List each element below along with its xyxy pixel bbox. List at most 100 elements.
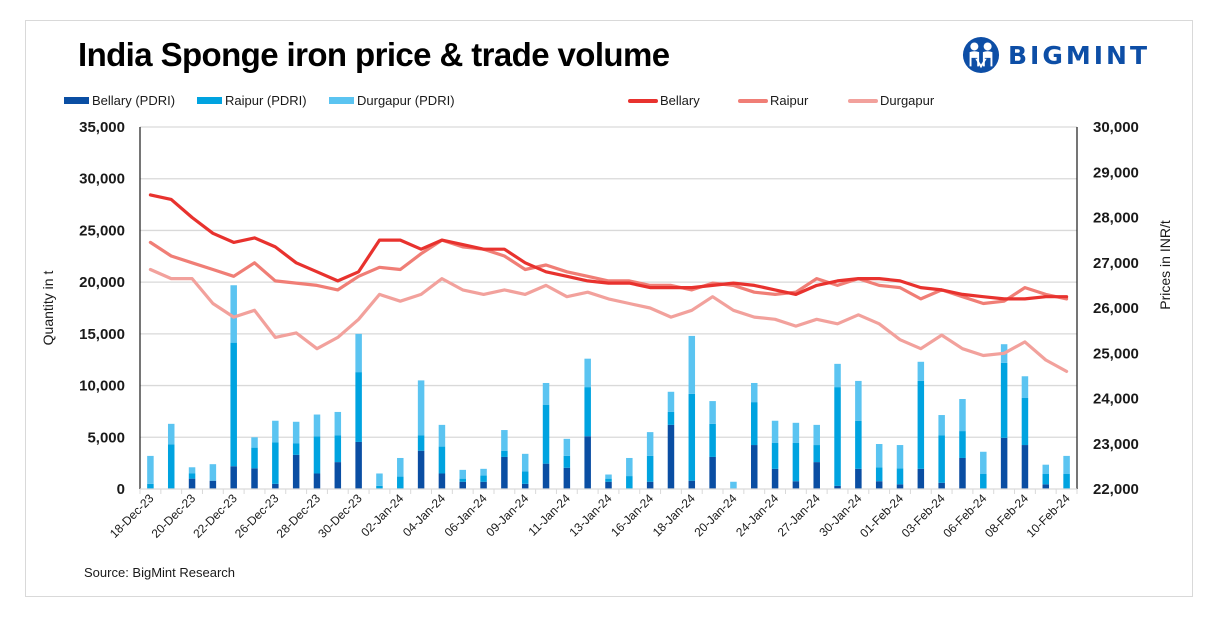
- y2-tick-label: 23,000: [1093, 436, 1139, 453]
- bar-raipur-pdri: [188, 473, 196, 479]
- y2-tick-label: 27,000: [1093, 255, 1139, 272]
- legend-item-raipur: Raipur: [738, 93, 808, 108]
- bar-durgapur-pdri: [688, 335, 696, 394]
- y-tick-label: 35,000: [79, 119, 125, 136]
- x-tick-label: 10-Feb-24: [1024, 491, 1073, 540]
- bar-bellary-pdri: [313, 473, 321, 489]
- right-axis-ticks: 22,000 23,000 24,000 25,000 26,000 27,000 28,0…: [1093, 119, 1139, 498]
- bar-series-group: [147, 285, 1070, 489]
- source-note: Source: BigMint Research: [84, 565, 236, 580]
- y-tick-label: 30,000: [79, 171, 125, 188]
- bar-durgapur-pdri: [334, 411, 342, 436]
- bar-bellary-pdri: [646, 481, 654, 489]
- bar-bellary-pdri: [688, 480, 696, 489]
- bar-raipur-pdri: [542, 404, 550, 464]
- x-tick-label: 04-Jan-24: [400, 491, 448, 539]
- brand-name: BIGMINT: [1008, 40, 1151, 70]
- bar-raipur-pdri: [1063, 474, 1070, 489]
- y-tick-label: 25,000: [79, 222, 125, 239]
- left-axis-ticks: 0 5,000 10,000 15,000 20,000 25,000 30,000 35,0…: [79, 119, 125, 498]
- bar-raipur-pdri: [417, 435, 425, 451]
- bar-bellary-pdri: [480, 481, 487, 489]
- y2-tick-label: 22,000: [1093, 481, 1139, 498]
- x-tick-label: 03-Feb-24: [899, 491, 948, 540]
- bar-bellary-pdri: [709, 456, 716, 489]
- bar-raipur-pdri: [376, 485, 383, 489]
- bar-bellary-pdri: [438, 473, 446, 489]
- bar-raipur-pdri: [688, 393, 696, 481]
- bar-durgapur-pdri: [209, 464, 217, 481]
- bar-bellary-pdri: [917, 468, 925, 489]
- bar-durgapur-pdri: [813, 424, 820, 446]
- bar-bellary-pdri: [771, 468, 779, 489]
- y2-tick-label: 28,000: [1093, 210, 1139, 227]
- bar-durgapur-pdri: [1042, 464, 1050, 475]
- x-tick-label: 11-Jan-24: [525, 491, 573, 539]
- bar-durgapur-pdri: [459, 469, 466, 479]
- bar-raipur-pdri: [584, 387, 591, 437]
- legend-label: Durgapur (PDRI): [357, 93, 455, 108]
- line-durgapur: [148, 267, 1069, 373]
- bar-bellary-pdri: [188, 478, 196, 489]
- bar-bellary-pdri: [1021, 445, 1029, 489]
- bar-durgapur-pdri: [667, 391, 675, 412]
- y2-axis-title: Prices in INR/t: [1157, 220, 1173, 310]
- legend-label: Bellary (PDRI): [92, 93, 176, 108]
- bar-raipur-pdri: [646, 455, 654, 482]
- bar-durgapur-pdri: [730, 481, 737, 489]
- x-tick-label: 28-Dec-23: [274, 491, 324, 541]
- legend-label: Raipur: [770, 93, 809, 108]
- bar-raipur-pdri: [751, 402, 758, 446]
- bar-durgapur-pdri: [584, 358, 591, 388]
- bar-raipur-pdri: [480, 475, 487, 482]
- chart-legend: Bellary (PDRI) Raipur (PDRI) Durgapur (P…: [0, 93, 1222, 111]
- bar-raipur-pdri: [167, 444, 175, 489]
- bar-raipur-pdri: [147, 483, 154, 489]
- bigmint-logo-icon: [962, 36, 1000, 74]
- bar-raipur-pdri: [709, 423, 716, 457]
- bar-bellary-pdri: [334, 462, 342, 489]
- bar-bellary-pdri: [667, 424, 675, 489]
- bar-raipur-pdri: [834, 387, 841, 486]
- bar-raipur-pdri: [1000, 362, 1008, 438]
- bar-durgapur-pdri: [417, 380, 425, 436]
- y-tick-label: 20,000: [79, 274, 125, 291]
- bar-bellary-pdri: [751, 445, 758, 489]
- bar-raipur-pdri: [313, 436, 321, 474]
- y-axis-title: Quantity in t: [40, 271, 56, 346]
- bigmint-logo: BIGMINT: [962, 36, 1150, 74]
- x-tick-label: 16-Jan-24: [608, 491, 656, 539]
- bar-durgapur-pdri: [855, 380, 862, 421]
- legend-item-durgapur: Durgapur: [848, 93, 934, 108]
- bar-durgapur-pdri: [272, 420, 279, 443]
- bar-raipur-pdri: [771, 442, 779, 469]
- y2-tick-label: 29,000: [1093, 164, 1139, 181]
- bar-bellary-pdri: [1042, 484, 1050, 489]
- y2-tick-label: 30,000: [1093, 119, 1139, 136]
- bar-durgapur-pdri: [709, 401, 716, 424]
- x-tick-label: 06-Feb-24: [940, 491, 989, 540]
- bar-durgapur-pdri: [292, 421, 300, 444]
- bar-bellary-pdri: [938, 482, 945, 489]
- bar-durgapur-pdri: [397, 457, 404, 477]
- bar-bellary-pdri: [417, 450, 425, 489]
- bar-bellary-pdri: [272, 483, 279, 489]
- bar-durgapur-pdri: [251, 437, 258, 448]
- legend-item-durgapur-pdri: Durgapur (PDRI): [329, 93, 455, 108]
- bar-raipur-pdri: [334, 435, 342, 463]
- bar-durgapur-pdri: [521, 453, 529, 472]
- x-tick-label: 08-Feb-24: [982, 491, 1031, 540]
- bar-durgapur-pdri: [313, 414, 321, 437]
- bar-durgapur-pdri: [771, 420, 779, 443]
- legend-swatch: [848, 98, 878, 103]
- bar-raipur-pdri: [521, 471, 529, 484]
- bar-raipur-pdri: [938, 435, 945, 483]
- bar-raipur-pdri: [980, 474, 987, 489]
- x-axis-ticks: 18-Dec-2320-Dec-2322-Dec-2326-Dec-2328-D…: [107, 491, 1073, 541]
- bar-bellary-pdri: [792, 481, 800, 489]
- bar-durgapur-pdri: [501, 430, 508, 451]
- bar-bellary-pdri: [542, 463, 550, 489]
- bar-durgapur-pdri: [646, 432, 654, 456]
- bar-durgapur-pdri: [1021, 376, 1029, 398]
